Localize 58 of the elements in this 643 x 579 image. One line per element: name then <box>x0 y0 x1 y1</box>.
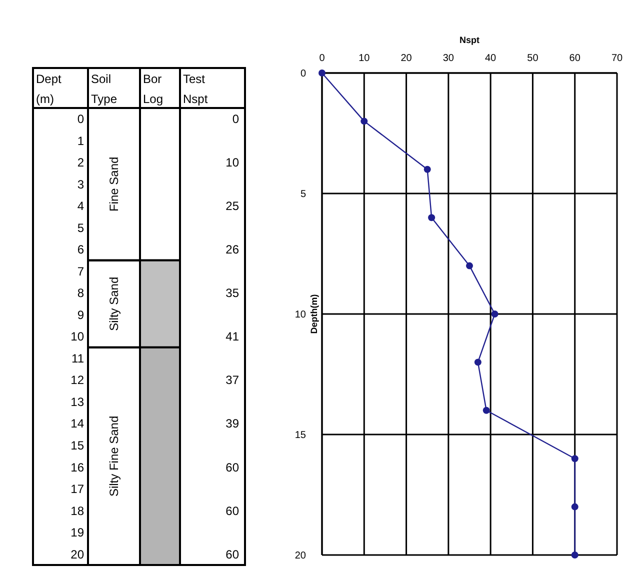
y-tick-label: 3 <box>77 177 84 192</box>
y-tick-label: 13 <box>70 394 84 409</box>
y-tick-label: 20 <box>294 550 306 562</box>
annotation: 10 <box>226 156 240 170</box>
x-axis-title: Nspt <box>460 35 480 45</box>
y-tick-label: 17 <box>70 482 84 496</box>
annotation: 26 <box>226 242 240 257</box>
x-tick-label: 70 <box>611 53 623 64</box>
text: Log <box>143 92 164 106</box>
annotation: 37 <box>226 373 240 388</box>
y-tick-label: 0 <box>77 112 84 126</box>
x-tick-label: 0 <box>319 53 326 64</box>
text: Test <box>183 72 206 86</box>
y-tick-label: 15 <box>70 438 84 453</box>
x-tick-label: 10 <box>358 53 370 64</box>
y-tick-label: 10 <box>70 330 84 344</box>
y-tick-label: 12 <box>70 373 84 388</box>
y-tick-label: 2 <box>77 156 84 170</box>
y-tick-label: 7 <box>77 264 84 278</box>
y-tick-label: 5 <box>77 220 84 235</box>
y-tick-label: 4 <box>77 199 84 214</box>
y-tick-label: 1 <box>77 134 84 148</box>
y-tick-label: 20 <box>70 547 84 562</box>
band-label: Silty Fine Sand <box>107 416 121 497</box>
band-label: Silty Sand <box>107 276 121 331</box>
annotation: 25 <box>226 199 240 214</box>
annotation: 60 <box>226 504 240 518</box>
annotation: 39 <box>226 416 240 431</box>
x-tick-label: 20 <box>400 53 412 64</box>
y-tick-label: 19 <box>70 526 84 540</box>
text: Nspt <box>183 92 208 106</box>
text: Bor <box>143 72 162 86</box>
annotation: 35 <box>226 286 240 300</box>
y-tick-label: 9 <box>77 308 84 322</box>
y-tick-label: 14 <box>70 416 84 431</box>
annotation: 60 <box>226 460 240 474</box>
y-tick-label: 18 <box>70 504 84 518</box>
annotation: 60 <box>226 547 240 562</box>
y-axis-title: Depth(m) <box>309 294 319 334</box>
x-tick-label: 50 <box>527 53 539 64</box>
y-tick-label: 16 <box>70 460 84 474</box>
y-tick-label: 0 <box>300 68 306 80</box>
x-tick-label: 60 <box>569 53 581 64</box>
y-tick-label: 8 <box>77 286 84 300</box>
band-label: Fine Sand <box>107 156 121 212</box>
annotation: 0 <box>232 112 240 126</box>
text: Type <box>91 92 118 106</box>
y-tick-label: 10 <box>294 310 306 320</box>
y-tick-label: 15 <box>294 430 306 441</box>
annotation: 41 <box>226 330 240 344</box>
y-tick-label: 11 <box>72 351 84 366</box>
y-tick-label: 6 <box>77 242 84 257</box>
text: Soil <box>91 72 112 86</box>
text: (m) <box>36 92 54 106</box>
x-tick-label: 40 <box>485 53 497 64</box>
text: Dept <box>36 72 62 86</box>
x-tick-label: 30 <box>442 53 454 64</box>
y-tick-label: 5 <box>300 189 306 200</box>
